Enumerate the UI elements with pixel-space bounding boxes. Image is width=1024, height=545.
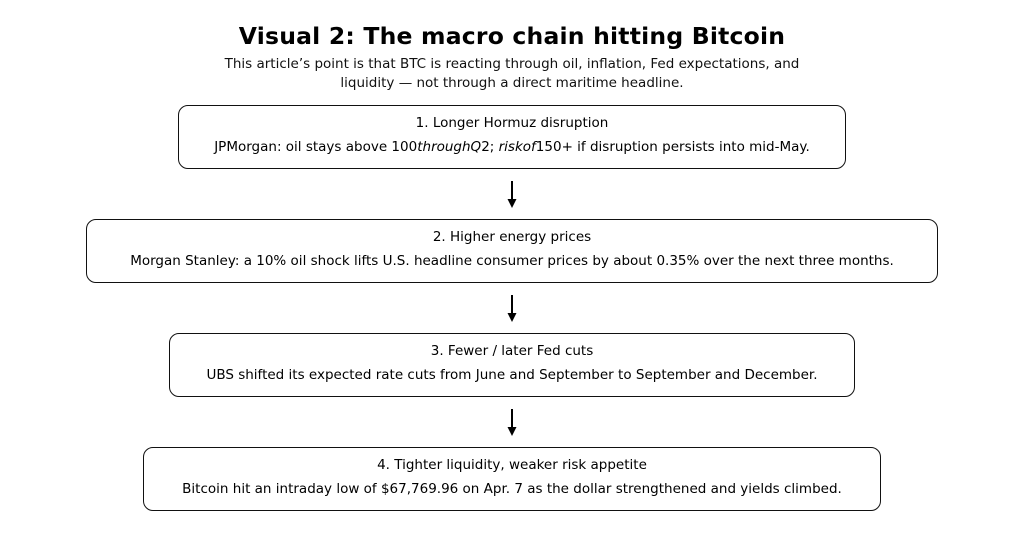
flow-step-1-box: 1. Longer Hormuz disruption JPMorgan: oi… xyxy=(178,105,846,169)
flow-step-4-box: 4. Tighter liquidity, weaker risk appeti… xyxy=(143,447,881,511)
flow-connector-3 xyxy=(504,409,520,436)
figure-subtitle-line-2: liquidity — not through a direct maritim… xyxy=(340,75,684,91)
figure-subtitle-line-1: This article’s point is that BTC is reac… xyxy=(224,56,800,72)
flow-step-1-title: 1. Longer Hormuz disruption xyxy=(415,115,609,131)
flow-step-1-body: JPMorgan: oil stays above 100throughQ2; … xyxy=(214,139,810,155)
flow-step-4-title: 4. Tighter liquidity, weaker risk appeti… xyxy=(377,457,647,473)
flow-step-3-body: UBS shifted its expected rate cuts from … xyxy=(206,367,818,383)
flow-step-2-box: 2. Higher energy prices Morgan Stanley: … xyxy=(86,219,938,283)
flow-step-3-title: 3. Fewer / later Fed cuts xyxy=(430,343,594,359)
flow-step-2-body: Morgan Stanley: a 10% oil shock lifts U.… xyxy=(130,253,894,269)
flow-step-3-box: 3. Fewer / later Fed cuts UBS shifted it… xyxy=(169,333,855,397)
figure-subtitle: This article’s point is that BTC is reac… xyxy=(225,55,800,93)
figure-title: Visual 2: The macro chain hitting Bitcoi… xyxy=(238,22,786,50)
flow-connector-2 xyxy=(504,295,520,322)
flow-connector-1 xyxy=(504,181,520,208)
down-arrow-icon xyxy=(507,409,517,436)
flow-step-4-body: Bitcoin hit an intraday low of $67,769.9… xyxy=(182,481,842,497)
down-arrow-icon xyxy=(507,181,517,208)
down-arrow-icon xyxy=(507,295,517,322)
flow-step-2-title: 2. Higher energy prices xyxy=(432,229,592,245)
